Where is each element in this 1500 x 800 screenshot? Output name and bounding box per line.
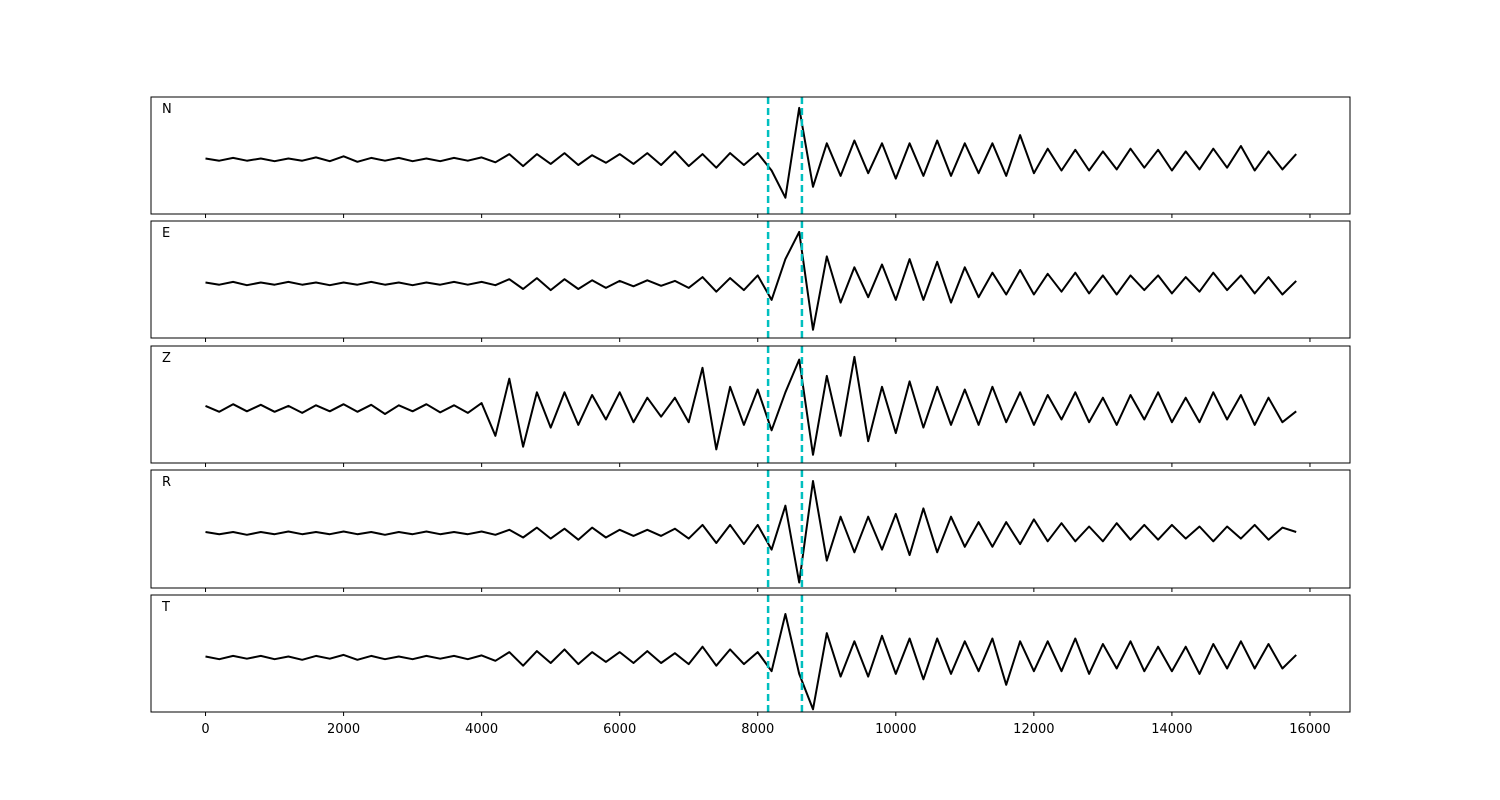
trace bbox=[205, 480, 1297, 584]
x-tick-label: 8000 bbox=[741, 722, 774, 737]
panel-label: E bbox=[162, 226, 170, 241]
x-tick-label: 0 bbox=[201, 722, 209, 737]
panel-frame bbox=[150, 469, 1351, 589]
x-tick-label: 12000 bbox=[1013, 722, 1054, 737]
panel-label: R bbox=[162, 475, 171, 490]
panel-label: N bbox=[162, 102, 172, 117]
x-tick-label: 10000 bbox=[875, 722, 916, 737]
x-tick-label: 2000 bbox=[327, 722, 360, 737]
x-tick-label: 16000 bbox=[1289, 722, 1330, 737]
trace bbox=[205, 230, 1297, 331]
x-tick-label: 4000 bbox=[465, 722, 498, 737]
trace bbox=[205, 355, 1297, 456]
panel-frame bbox=[150, 345, 1351, 464]
panel-frame bbox=[150, 96, 1351, 215]
x-tick-label: 14000 bbox=[1151, 722, 1192, 737]
panel-label: Z bbox=[162, 351, 171, 366]
panel-label: T bbox=[161, 600, 170, 615]
panel-frame bbox=[150, 594, 1351, 713]
x-tick-label: 6000 bbox=[603, 722, 636, 737]
trace bbox=[205, 106, 1297, 199]
trace bbox=[205, 613, 1297, 711]
panel-frame bbox=[150, 220, 1351, 339]
